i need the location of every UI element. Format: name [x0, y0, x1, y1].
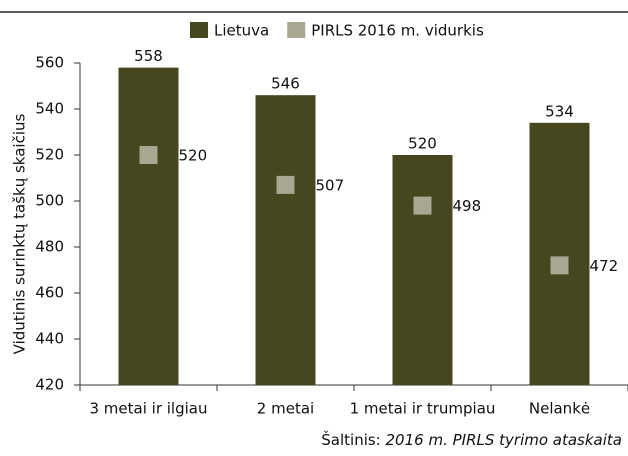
y-axis-label: Vidutinis surinktų taškų skaičius [11, 114, 29, 355]
marker [276, 175, 295, 194]
x-tick-label: 2 metai [257, 400, 314, 418]
source-text: 2016 m. PIRLS tyrimo ataskaita [386, 431, 622, 449]
marker-value-label: 520 [179, 147, 208, 165]
source: Šaltinis: 2016 m. PIRLS tyrimo ataskaita [321, 430, 622, 449]
bar-value-label: 558 [134, 47, 163, 65]
bar [255, 95, 316, 385]
bar [529, 122, 590, 386]
y-tick-label: 540 [35, 100, 64, 118]
y-tick-label: 480 [35, 238, 64, 256]
bar [118, 67, 179, 385]
bar-value-label: 534 [545, 102, 574, 120]
marker [413, 196, 432, 215]
bar-value-label: 546 [271, 75, 300, 93]
bar [392, 155, 453, 385]
marker-value-label: 498 [453, 197, 482, 215]
x-tick-label: 1 metai ir trumpiau [350, 400, 496, 418]
x-tick-label: 3 metai ir ilgiau [90, 400, 208, 418]
y-tick-label: 460 [35, 284, 64, 302]
legend-label: Lietuva [214, 22, 269, 40]
legend-swatch [287, 22, 306, 38]
y-tick-label: 440 [35, 330, 64, 348]
marker-value-label: 472 [590, 257, 619, 275]
marker [139, 146, 158, 164]
source-label: Šaltinis: [321, 430, 385, 449]
y-tick-label: 520 [35, 146, 64, 164]
legend-swatch [190, 22, 208, 38]
legend-label: PIRLS 2016 m. vidurkis [311, 22, 484, 40]
x-tick-label: Nelankė [529, 400, 590, 418]
marker-value-label: 507 [316, 176, 345, 194]
marker [550, 256, 569, 275]
bar-value-label: 520 [408, 135, 437, 153]
y-tick-label: 420 [35, 376, 64, 394]
y-tick-label: 500 [35, 192, 64, 210]
y-tick-label: 560 [35, 54, 64, 72]
